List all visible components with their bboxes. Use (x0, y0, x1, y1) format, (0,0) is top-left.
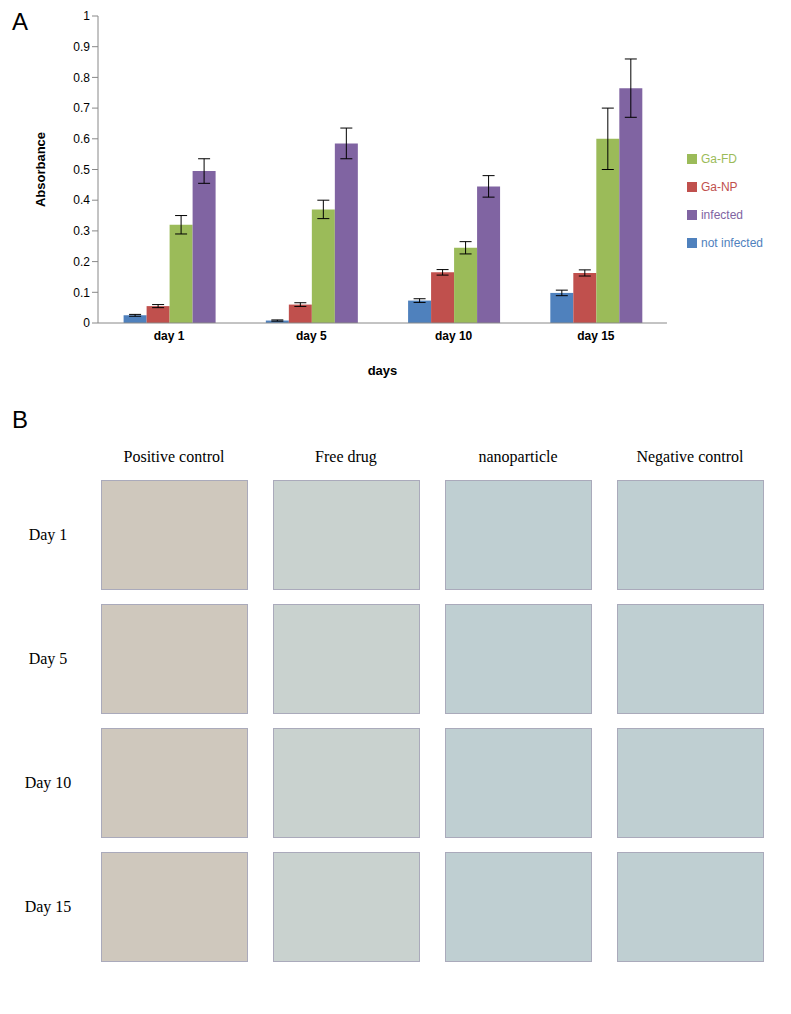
svg-text:day 15: day 15 (577, 329, 615, 343)
svg-text:day 10: day 10 (435, 329, 473, 343)
html-text:B: B (12, 406, 28, 433)
svg-text:0.6: 0.6 (73, 132, 90, 146)
svg-text:Absorbance: Absorbance (33, 132, 48, 207)
html-text:Day 15: Day 15 (24, 898, 72, 915)
svg-text:0.7: 0.7 (73, 101, 90, 115)
svg-text:0.4: 0.4 (73, 193, 90, 207)
html-text:Free drug: Free drug (315, 448, 377, 465)
html-text:infected: infected (701, 207, 743, 222)
html-text:Ga-FD: Ga-FD (701, 151, 737, 166)
svg-text:0.1: 0.1 (73, 286, 90, 300)
svg-text:0.3: 0.3 (73, 224, 90, 238)
svg-text:0.2: 0.2 (73, 255, 90, 269)
svg-text:1: 1 (83, 9, 90, 23)
html-text:nanoparticle: nanoparticle (478, 448, 558, 465)
html-text:not infected: not infected (701, 235, 763, 250)
html-text:Day 1: Day 1 (28, 526, 68, 543)
svg-text:0.8: 0.8 (73, 71, 90, 85)
html-text:A: A (12, 8, 28, 35)
svg-text:day 1: day 1 (154, 329, 185, 343)
html-text:Day 10: Day 10 (24, 774, 72, 791)
html-text:Day 5: Day 5 (28, 650, 68, 667)
svg-text:day 5: day 5 (296, 329, 327, 343)
svg-text:days: days (368, 363, 398, 378)
html-text:Ga-NP: Ga-NP (701, 179, 738, 194)
html-text:Positive control: Positive control (123, 448, 225, 465)
svg-text:0.5: 0.5 (73, 163, 90, 177)
svg-text:0.9: 0.9 (73, 40, 90, 54)
html-text:Negative control: Negative control (636, 448, 744, 465)
svg-text:0: 0 (83, 316, 90, 330)
